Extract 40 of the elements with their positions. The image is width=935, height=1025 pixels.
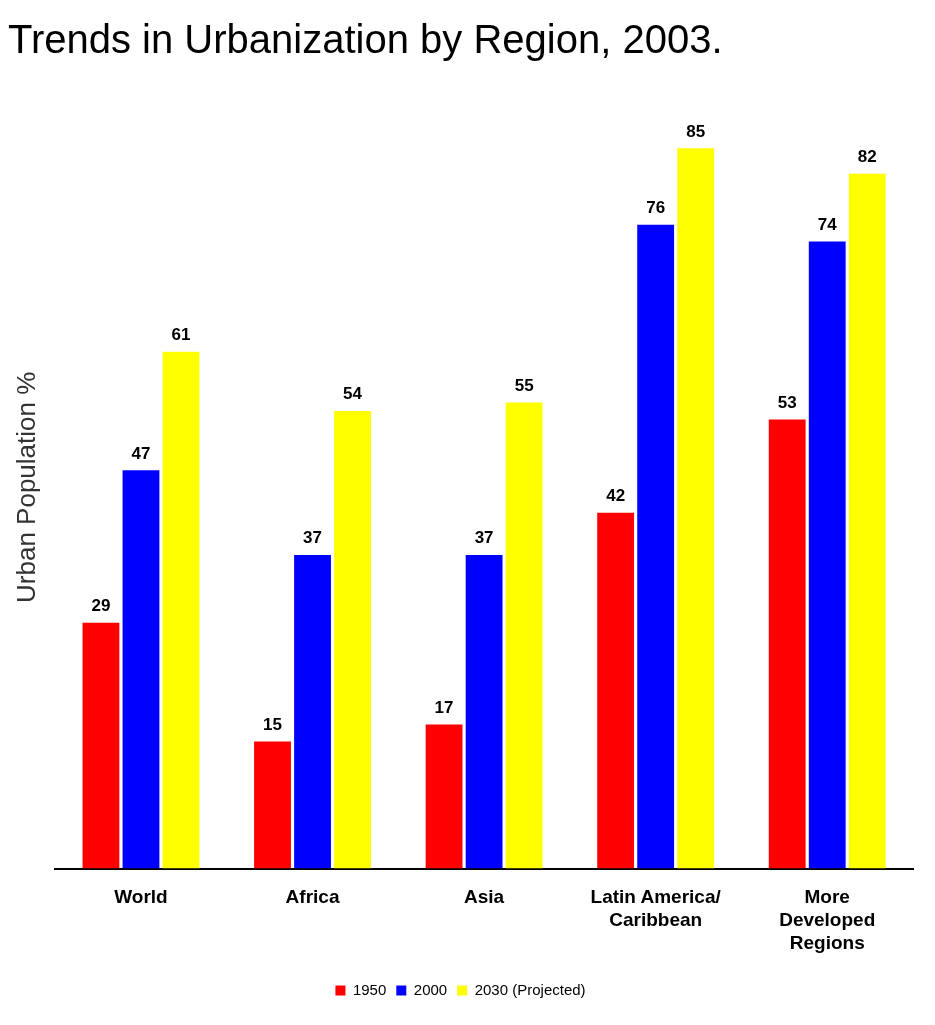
data-label: 85: [686, 121, 706, 141]
bar: [82, 622, 120, 869]
data-label: 37: [303, 528, 322, 548]
data-label: 29: [91, 596, 111, 616]
bar: [162, 351, 200, 869]
data-label: 55: [514, 375, 534, 395]
data-label: 61: [171, 324, 191, 344]
bar: [808, 241, 846, 869]
data-label: 42: [606, 485, 626, 505]
bar: [294, 555, 331, 869]
bar: [677, 148, 715, 869]
bar: [465, 555, 503, 869]
x-tick-label: Latin America/ Caribbean: [590, 886, 722, 931]
legend-label: 1950: [352, 980, 387, 998]
data-label: 54: [343, 384, 363, 404]
data-label: 15: [263, 714, 282, 734]
bar: [848, 173, 886, 869]
x-tick-label: Africa: [285, 886, 340, 908]
bar: [637, 224, 675, 869]
bar: [768, 419, 806, 869]
bar: [505, 402, 543, 869]
bar: [597, 512, 635, 869]
data-label: 82: [857, 146, 877, 166]
chart-title: Trends in Urbanization by Region, 2003.: [8, 17, 723, 62]
legend-label: 2000: [413, 980, 448, 998]
bar: [122, 470, 160, 869]
x-tick-label: More Developed Regions: [779, 886, 876, 953]
data-label: 74: [817, 214, 838, 234]
bar: [425, 724, 463, 869]
x-tick-label: World: [114, 886, 168, 908]
legend-label: 2030 (Projected): [474, 980, 586, 998]
data-label: 47: [131, 443, 151, 463]
bar: [254, 741, 291, 869]
data-label: 53: [777, 392, 797, 412]
data-label: 17: [434, 697, 454, 717]
y-axis-title: Urban Population %: [10, 371, 41, 603]
data-label: 37: [474, 528, 494, 548]
x-tick-label: Asia: [464, 886, 505, 908]
data-label: 76: [646, 197, 666, 217]
bar: [334, 411, 371, 869]
